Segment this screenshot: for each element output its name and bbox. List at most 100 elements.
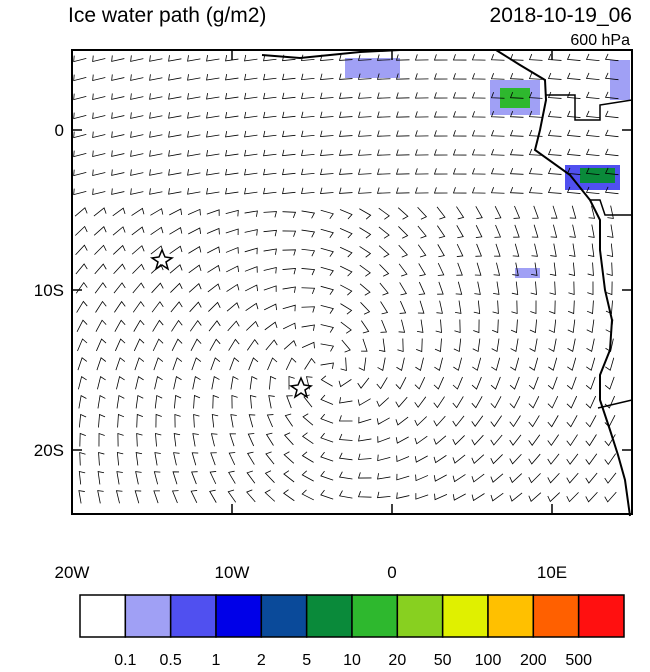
barb (284, 413, 293, 427)
barb (359, 264, 371, 277)
barb (415, 357, 424, 371)
barb (263, 149, 277, 157)
barb (434, 493, 448, 501)
barb (452, 111, 467, 118)
star-marker (149, 248, 175, 271)
barb (283, 432, 294, 446)
barb (92, 131, 106, 139)
barb (567, 338, 576, 353)
barb (263, 130, 277, 138)
barb (206, 188, 220, 195)
barb (320, 209, 334, 219)
barb (395, 377, 407, 390)
barb (585, 395, 597, 409)
barb (111, 112, 125, 119)
barb (490, 111, 505, 118)
barb (567, 300, 575, 315)
barb (376, 130, 391, 137)
barb (149, 169, 163, 176)
barb (282, 130, 296, 138)
barb (566, 72, 581, 80)
colorbar-box (532, 594, 580, 638)
barb (414, 111, 429, 118)
barb (379, 264, 390, 277)
barb (320, 324, 334, 333)
barb (264, 470, 275, 483)
barb (398, 263, 408, 277)
barb (396, 473, 410, 481)
barb (361, 338, 368, 352)
barb (301, 149, 315, 157)
barb (263, 92, 277, 100)
barb (189, 319, 202, 332)
barb (512, 243, 520, 257)
barb (414, 187, 429, 194)
barb (472, 357, 482, 371)
barb (452, 493, 466, 501)
barb (452, 435, 465, 446)
barb (510, 357, 520, 371)
barb (117, 432, 124, 447)
barb (455, 300, 462, 314)
barb (209, 338, 221, 351)
barb (433, 54, 448, 61)
barb (301, 210, 316, 219)
barb (319, 111, 334, 118)
barb (149, 93, 163, 100)
barb (604, 491, 617, 503)
barb (509, 434, 522, 446)
barb (75, 263, 88, 275)
barb (132, 263, 145, 274)
barb (490, 396, 502, 409)
barb (282, 149, 296, 157)
barb (566, 148, 581, 156)
barb (529, 338, 538, 353)
barb (587, 262, 594, 277)
barb (113, 282, 126, 294)
barb (509, 186, 524, 194)
barb (173, 433, 181, 447)
barb (92, 188, 106, 196)
barb (244, 130, 258, 138)
barb (471, 111, 486, 118)
colorbar-label: 2 (257, 652, 266, 667)
barb (264, 321, 278, 331)
barb (320, 362, 334, 369)
barb (434, 338, 442, 353)
barb (471, 396, 483, 409)
barb (130, 55, 144, 62)
barb (245, 284, 259, 292)
barb (398, 244, 408, 258)
barb (111, 188, 125, 195)
x-tick-label: 10W (215, 563, 250, 582)
barb (112, 244, 126, 255)
barb (301, 92, 315, 100)
barb (78, 413, 87, 428)
barb (415, 474, 429, 482)
barb (320, 285, 334, 295)
barb (493, 281, 500, 295)
barb (452, 187, 467, 194)
barb (530, 300, 537, 315)
barb (136, 432, 143, 447)
barb (263, 111, 277, 119)
barb (301, 306, 316, 313)
barb (395, 187, 410, 194)
barb (587, 281, 594, 296)
barb (193, 394, 201, 409)
cloud (345, 58, 400, 78)
barb (490, 92, 505, 99)
barb (471, 454, 485, 465)
barb (320, 413, 334, 424)
barb (246, 451, 255, 465)
barb (170, 301, 183, 313)
barb (111, 55, 125, 62)
barb (246, 489, 256, 503)
barb (338, 187, 353, 194)
barb (471, 130, 486, 137)
barb (130, 74, 144, 81)
barb (282, 322, 296, 330)
barb (73, 55, 87, 63)
barb (134, 357, 145, 371)
barb (320, 375, 333, 387)
